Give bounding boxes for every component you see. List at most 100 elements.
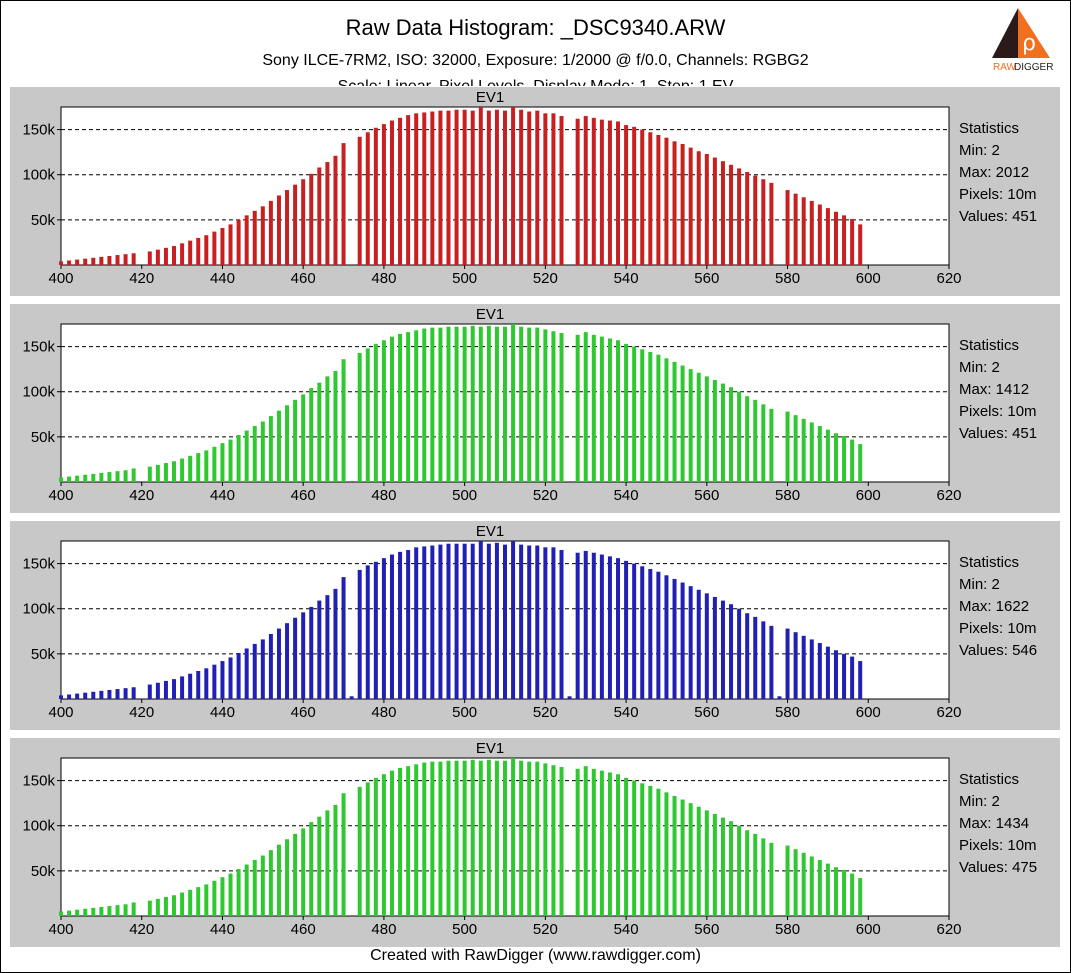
- histogram-plot: EV1 50k 100k 150k 400 420 440 460 480 500 520 540 56…: [22, 740, 961, 938]
- histogram-bar: [777, 696, 782, 699]
- histogram-bar: [75, 259, 80, 265]
- histogram-bar: [672, 795, 677, 916]
- histogram-bar: [67, 694, 72, 699]
- histogram-bar: [317, 167, 322, 265]
- histogram-bar: [59, 477, 63, 482]
- logo-text-digger: DIGGER: [1014, 62, 1053, 73]
- histogram-bar: [163, 680, 168, 699]
- histogram-bar: [511, 324, 516, 482]
- histogram-bar: [486, 543, 491, 699]
- statistics-max: Max: 1622: [959, 598, 1030, 615]
- histogram-bar: [414, 113, 419, 265]
- histogram-bar: [785, 628, 790, 699]
- histogram-bar: [333, 804, 338, 916]
- histogram-bar: [309, 822, 314, 916]
- statistics-max: Max: 1412: [959, 381, 1030, 398]
- histogram-bar: [285, 405, 290, 482]
- histogram-bar: [155, 898, 160, 916]
- x-tick-label: 520: [533, 921, 558, 938]
- histogram-bar: [406, 766, 411, 916]
- histogram-bar: [99, 690, 104, 699]
- histogram-bar: [446, 326, 451, 482]
- histogram-bar: [430, 111, 435, 265]
- histogram-bar: [115, 471, 120, 482]
- histogram-bar: [753, 175, 758, 265]
- histogram-bar: [293, 617, 298, 699]
- histogram-bar: [478, 326, 483, 482]
- histogram-bar: [850, 439, 855, 482]
- y-tick-label: 100k: [22, 601, 55, 618]
- histogram-bar: [624, 125, 629, 265]
- histogram-bar: [470, 543, 475, 699]
- x-tick-label: 420: [129, 921, 154, 938]
- histogram-bar: [285, 623, 290, 699]
- statistics-values: Values: 451: [959, 425, 1038, 442]
- histogram-bar: [59, 261, 63, 265]
- histogram-bar: [785, 411, 790, 482]
- x-tick-label: 560: [694, 704, 719, 721]
- histogram-bar: [430, 327, 435, 482]
- histogram-bar: [543, 547, 548, 699]
- histogram-bar: [276, 628, 281, 699]
- histogram-bar: [309, 173, 314, 265]
- statistics-pixels: Pixels: 10m: [959, 186, 1037, 203]
- histogram-bar: [470, 759, 475, 916]
- histogram-bar: [737, 168, 742, 265]
- histogram-bar: [640, 783, 645, 916]
- histogram-bar: [817, 860, 822, 916]
- histogram-bar: [67, 260, 72, 265]
- histogram-bar: [527, 327, 532, 482]
- histogram-bar: [729, 164, 734, 265]
- x-tick-label: 560: [694, 921, 719, 938]
- histogram-bar: [83, 692, 88, 699]
- statistics-pixels: Pixels: 10m: [959, 837, 1037, 854]
- histogram-bar: [196, 237, 201, 265]
- histogram-bar: [599, 336, 604, 482]
- y-tick-label: 100k: [22, 167, 55, 184]
- statistics-values: Values: 451: [959, 208, 1038, 225]
- statistics-pixels: Pixels: 10m: [959, 620, 1037, 637]
- histogram-bar: [268, 416, 273, 482]
- histogram-bar: [607, 772, 612, 916]
- histogram-bar: [535, 110, 540, 266]
- histogram-bar: [454, 326, 459, 482]
- x-tick-label: 620: [936, 921, 961, 938]
- histogram-bar: [276, 844, 281, 916]
- histogram-bar: [220, 661, 225, 699]
- histogram-bar: [260, 206, 265, 265]
- histogram-bar: [494, 542, 499, 699]
- histogram-bar: [688, 803, 693, 916]
- histogram-bar: [317, 816, 322, 916]
- x-tick-label: 460: [291, 921, 316, 938]
- x-tick-label: 480: [371, 487, 396, 504]
- histogram-bar: [389, 120, 394, 265]
- histogram-bar: [793, 849, 798, 916]
- histogram-bar: [462, 543, 467, 699]
- histogram-bar: [220, 443, 225, 482]
- histogram-bar: [285, 190, 290, 265]
- histogram-bar: [446, 760, 451, 916]
- histogram-bar: [494, 760, 499, 916]
- histogram-bar: [503, 544, 507, 699]
- statistics-values: Values: 546: [959, 642, 1038, 659]
- histogram-bar: [519, 544, 524, 699]
- histogram-bar: [107, 906, 112, 916]
- histogram-bar: [640, 566, 645, 699]
- histogram-bar: [559, 333, 564, 482]
- histogram-bar: [591, 334, 596, 482]
- histogram-bar: [833, 211, 838, 265]
- x-tick-label: 580: [775, 487, 800, 504]
- histogram-bar: [268, 850, 273, 916]
- histogram-bar: [672, 578, 677, 699]
- histogram-bar: [607, 556, 612, 699]
- histogram-bar: [236, 869, 241, 916]
- histogram-bar: [769, 625, 774, 699]
- histogram-bar: [204, 884, 209, 916]
- x-tick-label: 460: [291, 704, 316, 721]
- histogram-bar: [680, 365, 685, 482]
- histogram-bar: [632, 780, 637, 916]
- histogram-bar: [99, 256, 104, 265]
- histogram-bar: [252, 426, 257, 482]
- histogram-bar: [220, 877, 225, 916]
- histogram-bar: [842, 215, 847, 265]
